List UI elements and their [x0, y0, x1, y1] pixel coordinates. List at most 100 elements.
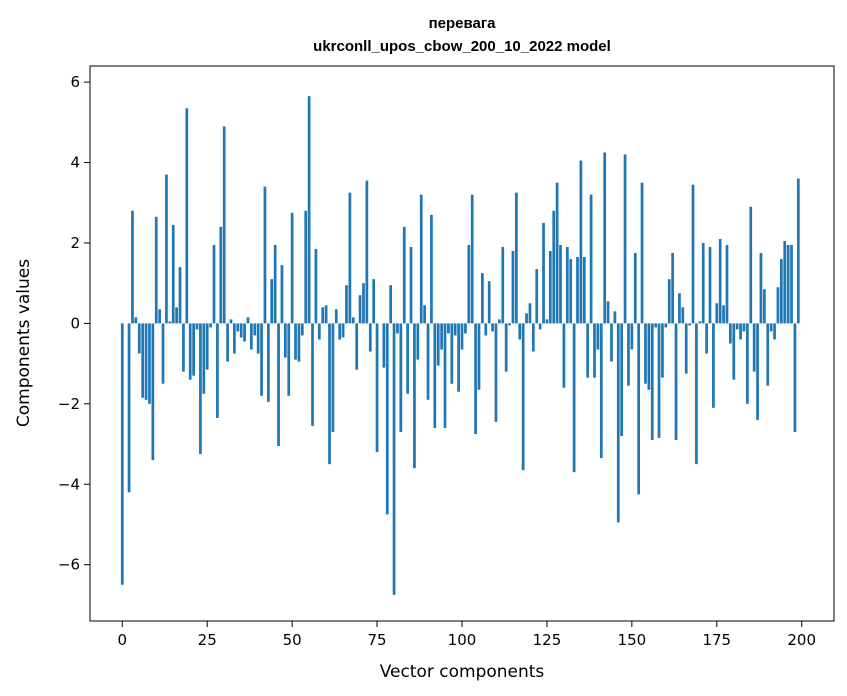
bar [769, 323, 773, 332]
bar [243, 323, 246, 342]
bar [763, 289, 766, 324]
bar [565, 246, 569, 324]
bar [712, 323, 715, 408]
bar [698, 321, 702, 324]
bar [396, 323, 399, 334]
bar [521, 323, 525, 471]
bar [457, 323, 460, 392]
bar [134, 317, 138, 324]
bar [250, 323, 253, 350]
bar [494, 323, 498, 422]
bar [127, 323, 131, 493]
bar [735, 323, 739, 330]
bar [596, 323, 600, 350]
bar [236, 323, 240, 332]
bar [681, 307, 685, 324]
bar [267, 323, 270, 402]
bar [263, 186, 267, 324]
bar [589, 194, 593, 324]
bar [504, 323, 508, 372]
bar [433, 323, 437, 428]
bar [627, 323, 630, 386]
bar [790, 244, 793, 324]
bar [637, 323, 641, 495]
bar [304, 210, 308, 324]
bar [678, 293, 681, 324]
bar [307, 96, 311, 324]
bar [569, 259, 573, 324]
bar [222, 126, 226, 324]
bar [416, 323, 420, 360]
bar [718, 238, 722, 324]
bar [732, 323, 736, 380]
bar [548, 251, 552, 324]
bar [739, 323, 742, 340]
bar [287, 323, 291, 396]
y-tick-label: −4 [58, 475, 80, 493]
bar [555, 182, 559, 324]
bar [749, 206, 753, 324]
bar [484, 323, 488, 336]
bar [151, 323, 155, 461]
bar [392, 323, 396, 595]
bar [283, 323, 287, 358]
bar [725, 244, 729, 324]
bar [620, 323, 624, 436]
bar [195, 323, 199, 330]
bar [776, 287, 780, 324]
y-tick-label: 2 [70, 234, 80, 252]
x-tick-label: 50 [283, 631, 302, 649]
y-tick-label: −2 [58, 395, 80, 413]
bar [209, 323, 212, 328]
bar [311, 323, 314, 426]
bar [277, 323, 280, 447]
bar [487, 281, 491, 324]
bar [705, 323, 708, 354]
bar [783, 240, 787, 324]
x-tick-label: 150 [618, 631, 647, 649]
bar [413, 323, 416, 469]
bar [385, 323, 389, 515]
bar [657, 323, 661, 439]
bar [508, 323, 511, 326]
bar [290, 212, 294, 324]
bar [593, 323, 596, 378]
bar [205, 323, 209, 370]
bar [701, 242, 705, 324]
bar [406, 323, 409, 394]
bar [610, 323, 613, 362]
bar [423, 305, 426, 324]
bar [443, 323, 447, 428]
bar [498, 319, 501, 324]
bar [202, 323, 206, 394]
bar [464, 323, 467, 334]
bar [131, 210, 134, 324]
bar [253, 323, 257, 336]
bar [161, 323, 165, 384]
bar [171, 224, 175, 324]
bar [691, 184, 695, 324]
bar [674, 323, 678, 441]
x-tick-label: 25 [198, 631, 217, 649]
bar [796, 178, 800, 324]
bar [756, 323, 759, 420]
bar [348, 192, 352, 324]
bar [779, 259, 783, 324]
bar [501, 246, 505, 324]
x-tick-label: 125 [533, 631, 562, 649]
bar [688, 323, 691, 326]
bar [793, 323, 797, 432]
bar [572, 323, 576, 473]
bar [766, 323, 770, 386]
bar [178, 267, 182, 324]
bar [341, 323, 345, 338]
x-tick-label: 100 [448, 631, 477, 649]
bar [552, 210, 556, 324]
bar [188, 323, 192, 380]
bar [470, 194, 474, 324]
bar [430, 214, 433, 324]
x-axis-label: Vector components [380, 662, 545, 682]
bar [372, 279, 376, 324]
y-tick-label: 0 [70, 314, 80, 332]
